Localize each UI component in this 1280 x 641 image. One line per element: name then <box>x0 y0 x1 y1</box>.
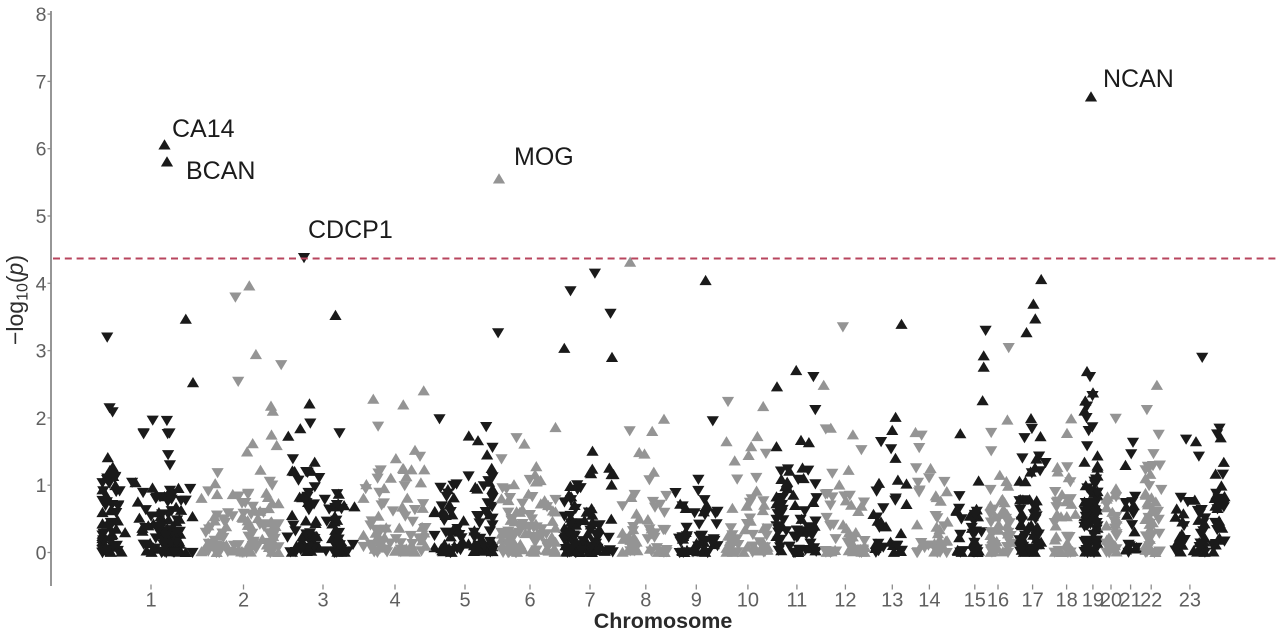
svg-text:1: 1 <box>36 475 47 497</box>
svg-text:15: 15 <box>964 590 986 612</box>
svg-text:MOG: MOG <box>514 143 574 171</box>
svg-text:23: 23 <box>1179 590 1201 612</box>
svg-text:8: 8 <box>640 590 651 612</box>
svg-text:5: 5 <box>459 590 470 612</box>
svg-text:−log10(p): −log10(p) <box>2 255 32 345</box>
svg-text:5: 5 <box>36 206 47 228</box>
svg-text:8: 8 <box>36 4 47 26</box>
svg-text:11: 11 <box>787 590 808 612</box>
svg-text:18: 18 <box>1055 590 1077 612</box>
svg-text:CDCP1: CDCP1 <box>308 216 393 244</box>
svg-text:BCAN: BCAN <box>186 157 255 185</box>
svg-text:NCAN: NCAN <box>1103 65 1174 93</box>
svg-text:22: 22 <box>1140 590 1162 612</box>
svg-text:CA14: CA14 <box>172 115 235 143</box>
svg-text:14: 14 <box>918 590 940 612</box>
svg-text:19: 19 <box>1082 590 1104 612</box>
svg-text:4: 4 <box>389 590 400 612</box>
svg-text:21: 21 <box>1119 590 1141 612</box>
svg-text:10: 10 <box>737 590 759 612</box>
svg-text:6: 6 <box>524 590 535 612</box>
svg-text:3: 3 <box>36 341 47 363</box>
svg-text:20: 20 <box>1100 590 1122 612</box>
svg-text:17: 17 <box>1021 590 1043 612</box>
svg-text:13: 13 <box>881 590 903 612</box>
svg-text:3: 3 <box>317 590 328 612</box>
svg-text:9: 9 <box>691 590 702 612</box>
svg-text:12: 12 <box>834 590 856 612</box>
svg-text:7: 7 <box>584 590 595 612</box>
svg-text:7: 7 <box>36 71 47 93</box>
svg-text:4: 4 <box>36 273 47 295</box>
svg-text:16: 16 <box>987 590 1009 612</box>
svg-text:0: 0 <box>36 543 47 565</box>
svg-text:2: 2 <box>36 408 47 430</box>
svg-text:6: 6 <box>36 139 47 161</box>
svg-text:1: 1 <box>145 590 156 612</box>
svg-text:2: 2 <box>238 590 249 612</box>
svg-text:Chromosome: Chromosome <box>594 609 733 633</box>
